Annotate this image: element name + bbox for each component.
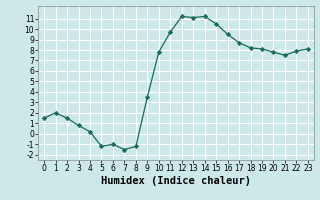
X-axis label: Humidex (Indice chaleur): Humidex (Indice chaleur) bbox=[101, 176, 251, 186]
